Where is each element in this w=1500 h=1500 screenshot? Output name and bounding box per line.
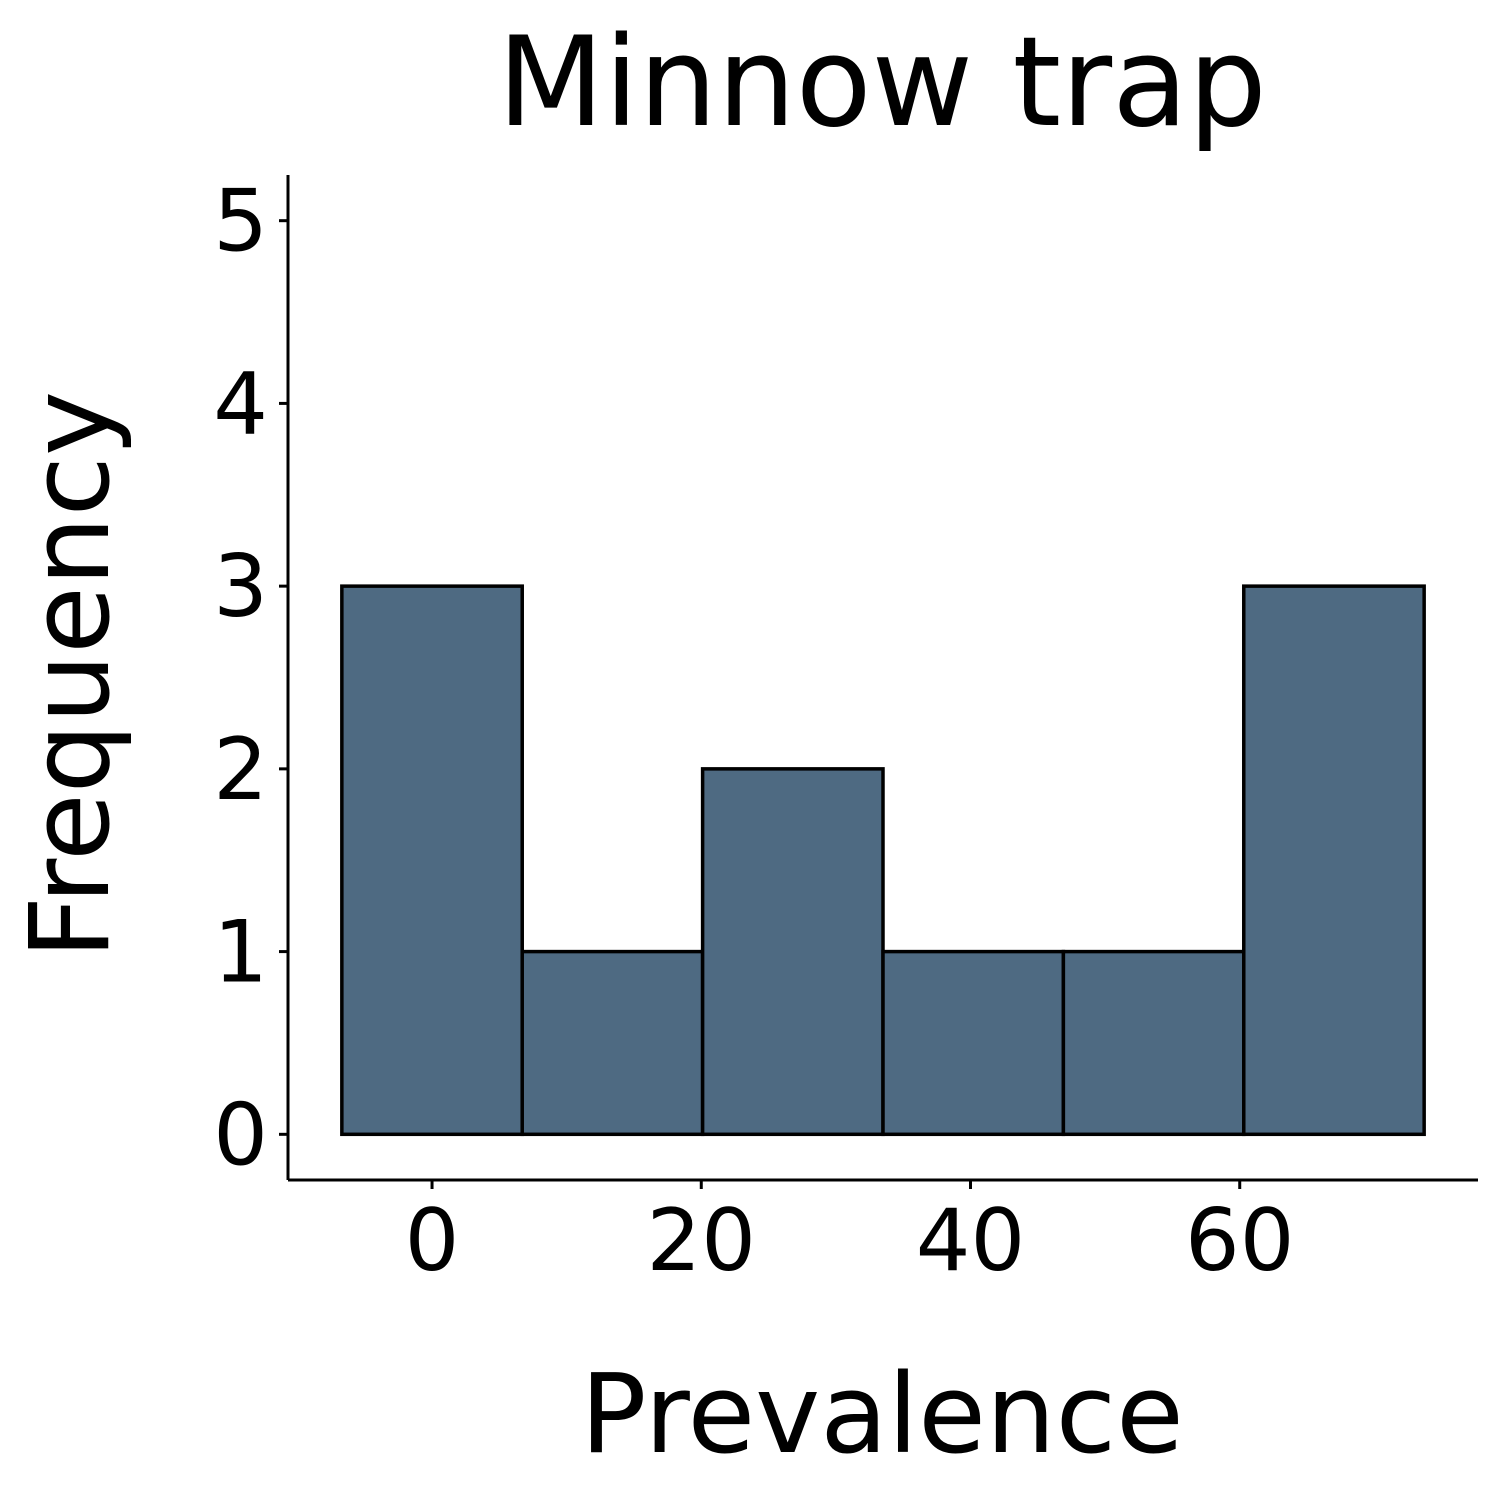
x-tick-label: 40 [916,1191,1025,1291]
y-tick-label: 5 [213,172,268,272]
histogram-bar [1061,949,1246,1137]
x-axis-label: Prevalence [580,1350,1184,1478]
histogram-bar [340,584,524,1137]
y-tick-label: 1 [213,903,268,1003]
x-tick-label: 20 [647,1191,756,1291]
y-tick-label: 2 [213,720,268,820]
x-axis-ticks: 0 20 40 60 [405,1180,1294,1291]
histogram-bar [881,949,1066,1137]
y-axis-ticks: 0 1 2 3 4 5 [213,172,288,1185]
bars-group [340,584,1426,1137]
y-tick-label: 0 [213,1085,268,1185]
x-tick-label: 0 [405,1191,460,1291]
histogram-bar [700,767,885,1137]
x-tick-label: 60 [1185,1191,1294,1291]
y-tick-label: 4 [213,354,268,454]
y-axis-label: Frequency [6,391,134,959]
histogram-bar [1242,584,1426,1137]
y-tick-label: 3 [213,537,268,637]
chart-title: Minnow trap [497,11,1267,155]
histogram-bar [520,949,705,1137]
